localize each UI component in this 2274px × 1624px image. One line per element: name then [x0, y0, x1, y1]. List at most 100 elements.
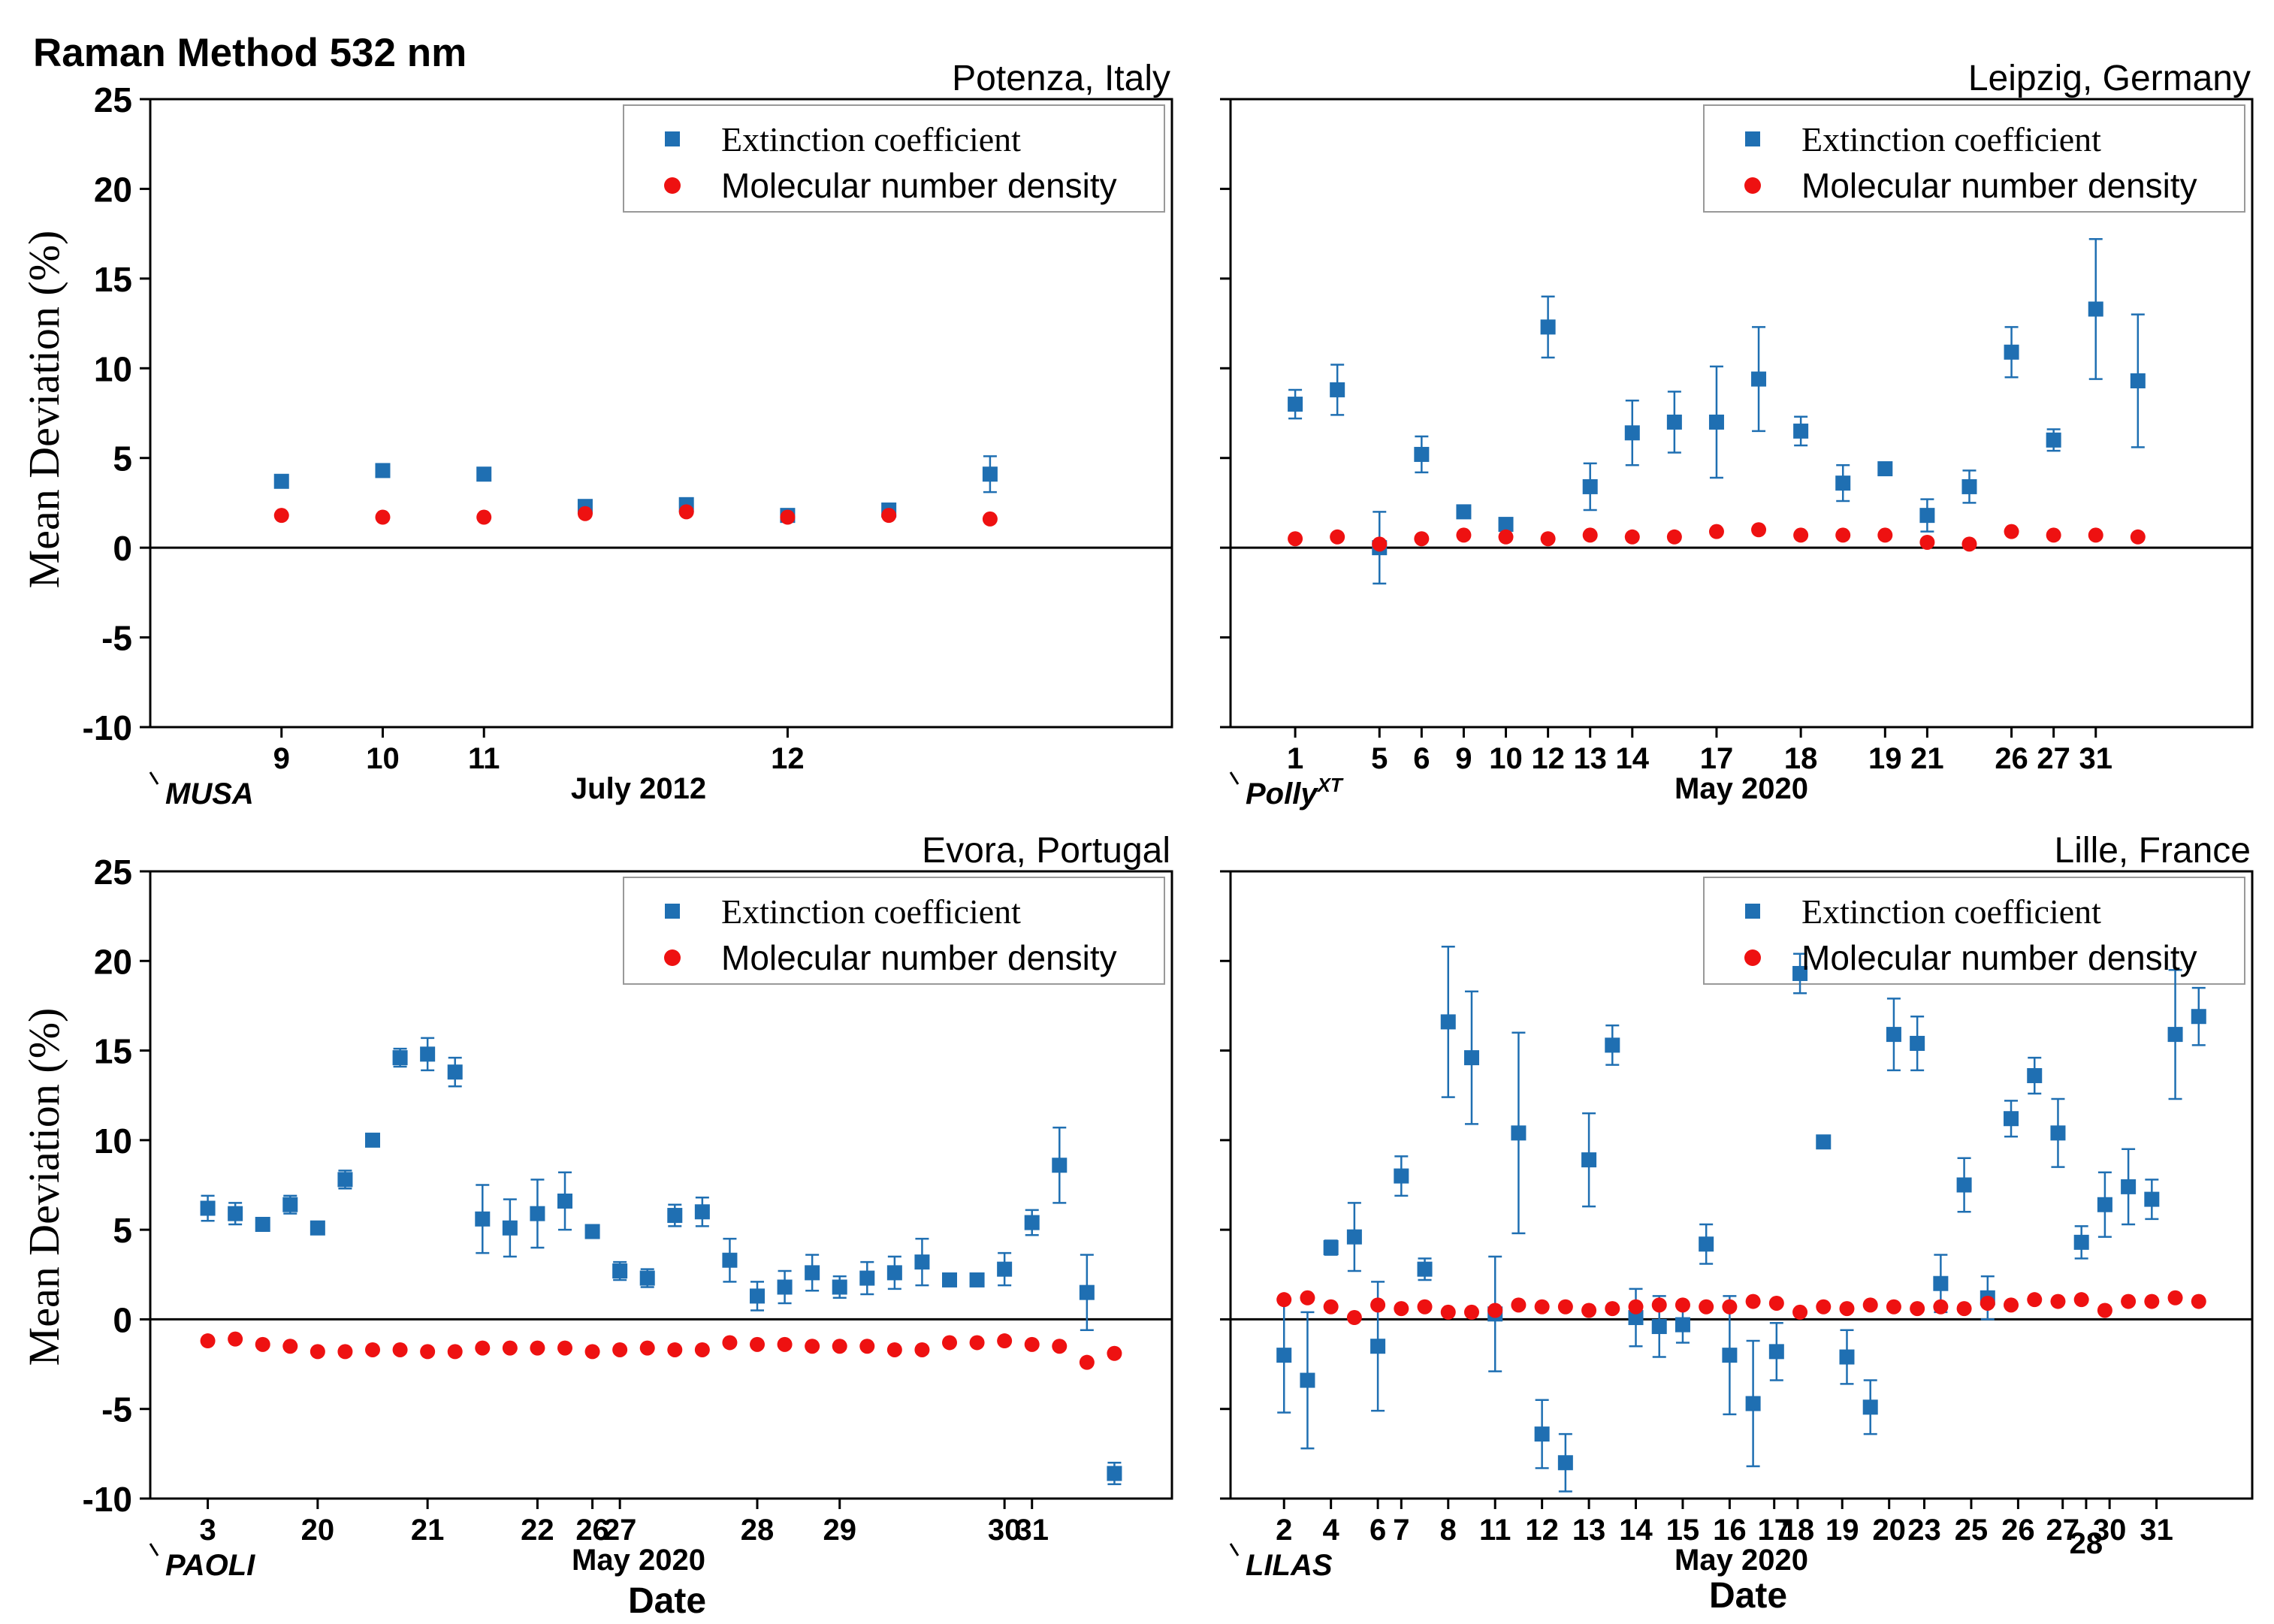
- data-point-circle: [942, 1335, 957, 1351]
- x-tick-label: 14: [1619, 1514, 1653, 1547]
- legend-marker-square: [665, 904, 680, 919]
- data-point-circle: [750, 1336, 765, 1352]
- data-point-circle: [805, 1339, 820, 1354]
- data-point-square: [2167, 1027, 2183, 1043]
- data-point-circle: [1666, 529, 1682, 545]
- data-point-circle: [1792, 1304, 1808, 1320]
- data-point-square: [612, 1263, 628, 1279]
- data-point-circle: [1581, 1303, 1597, 1318]
- data-point-circle: [1582, 527, 1598, 543]
- data-point-circle: [584, 1344, 600, 1360]
- data-point-square: [1300, 1372, 1315, 1388]
- data-point-square: [1052, 1158, 1068, 1173]
- data-point-square: [1961, 478, 1977, 494]
- legend-label: Molecular number density: [721, 938, 1117, 977]
- data-point-circle: [502, 1340, 518, 1356]
- data-point-circle: [2027, 1292, 2043, 1308]
- legend-marker-square: [1745, 131, 1760, 146]
- series-extinction: [1276, 945, 2206, 1493]
- x-tick-label: 19: [1868, 742, 1902, 775]
- instrument-superscript: XT: [1316, 774, 1344, 796]
- ylabel-bottom: Mean Deviation (%): [20, 1008, 68, 1366]
- data-point-circle: [1276, 1292, 1292, 1308]
- data-point-circle: [1745, 1293, 1761, 1309]
- x-tick-label: 28: [2070, 1527, 2103, 1560]
- data-point-circle: [1816, 1299, 1832, 1315]
- panel-title: Potenza, Italy: [952, 59, 1170, 98]
- data-point-circle: [577, 506, 593, 521]
- x-tick-label: 12: [1531, 742, 1565, 775]
- data-point-square: [2121, 1179, 2137, 1194]
- data-point-square: [886, 1265, 902, 1281]
- legend-label: Molecular number density: [721, 166, 1117, 205]
- data-point-square: [475, 1211, 491, 1227]
- legend-marker-circle: [664, 949, 681, 966]
- data-point-circle: [1370, 1297, 1386, 1313]
- data-point-square: [750, 1288, 765, 1304]
- y-tick-label: -5: [101, 619, 132, 658]
- x-tick-label: 26: [2001, 1514, 2035, 1547]
- data-point-circle: [1346, 1310, 1362, 1326]
- data-point-circle: [1919, 534, 1935, 550]
- series-molecular: [1276, 1290, 2206, 1326]
- y-tick-label: 10: [94, 1121, 132, 1161]
- data-point-square: [310, 1220, 325, 1236]
- data-point-square: [1581, 1152, 1597, 1168]
- instrument-label: MUSA: [165, 777, 254, 810]
- data-point-circle: [2088, 527, 2103, 543]
- data-point-circle: [1751, 522, 1767, 538]
- x-tick-label: 31: [2079, 742, 2112, 775]
- figure-title: Raman Method 532 nm: [33, 31, 467, 75]
- data-point-circle: [310, 1344, 325, 1360]
- data-point-square: [282, 1197, 298, 1212]
- data-point-circle: [694, 1342, 710, 1357]
- legend-marker-circle: [664, 177, 681, 194]
- x-tick-label: 23: [1907, 1514, 1941, 1547]
- data-point-square: [1534, 1426, 1550, 1442]
- y-tick-label: 5: [113, 1211, 132, 1250]
- data-point-circle: [273, 508, 289, 524]
- data-point-circle: [200, 1333, 216, 1349]
- x-tick-label: 27: [2037, 742, 2070, 775]
- legend-label: Molecular number density: [1801, 938, 2197, 977]
- data-point-square: [2004, 1111, 2019, 1127]
- y-tick-label: 20: [94, 170, 132, 209]
- xlabel-bottom-right: Date: [1709, 1576, 1787, 1616]
- data-point-circle: [2004, 524, 2019, 539]
- data-point-square: [1675, 1317, 1690, 1333]
- data-point-circle: [557, 1340, 572, 1356]
- data-point-circle: [1980, 1295, 1995, 1311]
- data-point-square: [2004, 344, 2019, 360]
- data-point-square: [1107, 1466, 1122, 1481]
- data-point-square: [1624, 425, 1640, 441]
- instrument-label: PAOLI: [165, 1549, 255, 1582]
- data-point-square: [1414, 446, 1430, 462]
- data-point-circle: [1699, 1299, 1714, 1315]
- data-point-square: [1751, 371, 1767, 387]
- y-tick-label: 10: [94, 349, 132, 388]
- y-tick-label: 5: [113, 439, 132, 478]
- x-tick-label: 13: [1573, 742, 1607, 775]
- data-point-circle: [1540, 531, 1556, 547]
- x-tick-label: 21: [411, 1514, 445, 1547]
- data-point-square: [365, 1132, 380, 1148]
- data-point-circle: [2130, 529, 2146, 545]
- data-point-circle: [859, 1339, 875, 1354]
- data-point-circle: [2121, 1293, 2137, 1309]
- data-point-square: [557, 1193, 572, 1209]
- x-tick-label: 3: [199, 1514, 216, 1547]
- data-point-square: [1540, 319, 1556, 335]
- data-point-square: [1699, 1236, 1714, 1252]
- y-tick-label: 20: [94, 942, 132, 981]
- data-point-square: [1511, 1125, 1527, 1141]
- x-tick-label: 21: [1910, 742, 1944, 775]
- x-tick-label: 2: [1276, 1514, 1292, 1547]
- data-point-circle: [2097, 1303, 2112, 1318]
- data-point-circle: [832, 1339, 847, 1354]
- data-point-circle: [982, 511, 998, 527]
- data-point-square: [694, 1204, 710, 1220]
- data-point-square: [1816, 1134, 1832, 1150]
- data-point-square: [1835, 475, 1851, 491]
- data-point-square: [1463, 1050, 1479, 1066]
